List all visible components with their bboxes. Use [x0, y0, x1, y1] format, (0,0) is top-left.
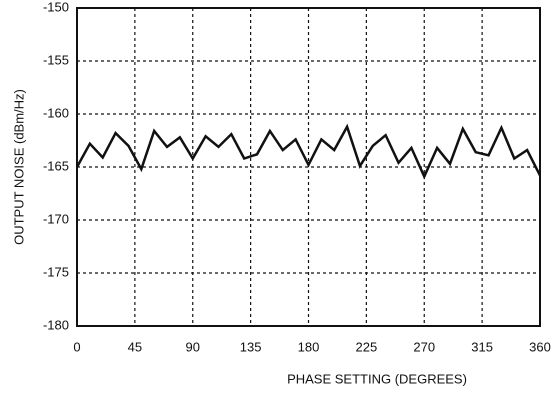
x-tick-label: 180	[298, 339, 320, 354]
y-tick-label: -175	[43, 264, 69, 279]
y-tick-label: -180	[43, 317, 69, 332]
x-axis-label: PHASE SETTING (DEGREES)	[287, 371, 467, 386]
y-axis-label: OUTPUT NOISE (dBm/Hz)	[11, 89, 26, 245]
y-tick-label: -170	[43, 211, 69, 226]
x-tick-label: 0	[73, 339, 80, 354]
x-tick-label: 225	[356, 339, 378, 354]
x-tick-label: 45	[128, 339, 142, 354]
y-tick-label: -155	[43, 52, 69, 67]
x-tick-label: 135	[240, 339, 262, 354]
data-line	[75, 123, 542, 180]
y-tick-label: -150	[43, 0, 69, 14]
x-tick-label: 360	[529, 339, 551, 354]
x-tick-label: 90	[186, 339, 200, 354]
y-tick-label: -160	[43, 105, 69, 120]
y-tick-label: -165	[43, 158, 69, 173]
x-tick-label: 270	[413, 339, 435, 354]
x-tick-label: 315	[471, 339, 493, 354]
